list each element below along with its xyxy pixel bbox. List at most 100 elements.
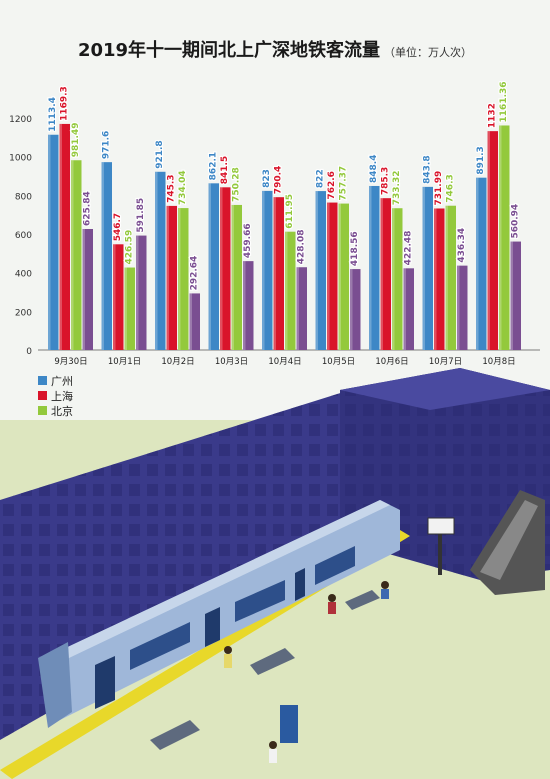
x-tick-label: 10月7日 xyxy=(429,357,462,367)
bar-上海-10月4日 xyxy=(273,197,284,350)
info-kiosk xyxy=(280,705,298,743)
bar-广州-10月4日 xyxy=(262,190,273,350)
bar-highlight xyxy=(499,125,502,350)
bar-highlight xyxy=(350,269,353,350)
bar-highlight xyxy=(296,267,299,350)
x-tick-label: 9月30日 xyxy=(54,357,87,367)
data-label: 981.49 xyxy=(71,123,81,158)
bar-highlight xyxy=(59,123,62,350)
unit-label: （单位：万人次） xyxy=(384,46,473,59)
passenger xyxy=(328,594,336,602)
data-label: 418.56 xyxy=(350,231,360,266)
bar-highlight xyxy=(166,205,169,350)
legend-item: 北京 xyxy=(38,403,73,418)
bar-深圳-10月6日 xyxy=(403,268,414,350)
bar-highlight xyxy=(124,267,127,350)
data-label: 1113.4 xyxy=(48,97,58,132)
bar-深圳-9月30日 xyxy=(82,229,93,350)
data-label: 459.66 xyxy=(243,223,253,258)
passenger xyxy=(381,581,389,589)
data-label: 292.64 xyxy=(190,256,200,291)
bar-highlight xyxy=(457,265,460,350)
station-sign xyxy=(438,530,442,575)
legend-swatch xyxy=(38,391,47,400)
bar-上海-9月30日 xyxy=(59,123,70,350)
data-label: 731.99 xyxy=(434,171,444,206)
bar-上海-10月7日 xyxy=(434,208,445,350)
bar-北京-10月6日 xyxy=(392,208,403,350)
legend-swatch xyxy=(38,376,47,385)
data-label: 560.94 xyxy=(511,204,521,239)
bar-上海-10月3日 xyxy=(220,187,231,350)
bar-highlight xyxy=(262,190,265,350)
bar-上海-10月1日 xyxy=(113,244,124,350)
bar-highlight xyxy=(476,177,479,350)
data-label: 422.48 xyxy=(404,231,414,266)
legend-label: 上海 xyxy=(51,389,73,403)
bar-highlight xyxy=(231,204,234,350)
bar-北京-10月3日 xyxy=(231,204,242,350)
x-tick-label: 10月3日 xyxy=(215,357,248,367)
bar-highlight xyxy=(178,208,181,350)
bar-highlight xyxy=(487,131,490,350)
data-label: 734.04 xyxy=(178,170,188,205)
bar-深圳-10月4日 xyxy=(296,267,307,350)
bar-广州-10月2日 xyxy=(155,171,166,350)
data-label: 822 xyxy=(316,169,326,188)
data-label: 625.84 xyxy=(83,191,93,226)
data-label: 971.6 xyxy=(102,131,112,159)
bar-highlight xyxy=(101,162,104,350)
bar-highlight xyxy=(434,208,437,350)
x-tick-label: 10月5日 xyxy=(322,357,355,367)
bar-highlight xyxy=(338,203,341,350)
bar-广州-10月1日 xyxy=(101,162,112,350)
legend-swatch xyxy=(38,406,47,415)
bar-highlight xyxy=(243,261,246,350)
bench xyxy=(345,590,380,610)
data-label: 733.32 xyxy=(392,170,402,205)
bar-广州-10月7日 xyxy=(422,186,433,350)
data-label: 921.8 xyxy=(155,140,165,168)
y-tick-label: 600 xyxy=(15,231,32,241)
chart-title: 2019年十一期间北上广深地铁客流量 xyxy=(77,40,381,61)
bar-highlight xyxy=(369,185,372,350)
bar-深圳-10月2日 xyxy=(189,293,200,350)
bar-深圳-10月1日 xyxy=(136,235,147,350)
bar-北京-10月7日 xyxy=(445,205,456,350)
legend-item: 上海 xyxy=(38,388,73,403)
passenger xyxy=(269,741,277,749)
y-tick-label: 1000 xyxy=(9,154,32,164)
bar-深圳-10月5日 xyxy=(350,269,361,350)
data-label: 426.59 xyxy=(125,230,135,265)
data-label: 848.4 xyxy=(369,155,379,183)
bar-highlight xyxy=(422,186,425,350)
bar-深圳-10月8日 xyxy=(510,241,521,350)
bar-highlight xyxy=(380,198,383,350)
y-tick-label: 800 xyxy=(15,192,32,202)
subway-station-illustration xyxy=(0,368,550,779)
bar-上海-10月2日 xyxy=(166,205,177,350)
bar-深圳-10月7日 xyxy=(457,265,468,350)
bar-广州-10月8日 xyxy=(476,177,487,350)
y-tick-label: 200 xyxy=(15,308,32,318)
bar-广州-9月30日 xyxy=(48,134,59,350)
bar-highlight xyxy=(82,229,85,350)
x-tick-label: 10月2日 xyxy=(161,357,194,367)
data-label: 785.3 xyxy=(381,167,391,195)
bar-highlight xyxy=(273,197,276,350)
bar-广州-10月3日 xyxy=(208,183,219,350)
data-label: 762.6 xyxy=(327,171,337,199)
data-label: 757.37 xyxy=(339,166,349,201)
data-label: 428.08 xyxy=(297,230,307,265)
bar-highlight xyxy=(113,244,116,350)
y-tick-label: 0 xyxy=(26,347,32,357)
data-label: 823 xyxy=(262,169,272,188)
bench xyxy=(250,648,295,675)
bar-广州-10月6日 xyxy=(369,185,380,350)
bar-highlight xyxy=(71,160,74,350)
bar-highlight xyxy=(155,171,158,350)
bar-highlight xyxy=(510,241,513,350)
bar-highlight xyxy=(392,208,395,350)
data-label: 843.8 xyxy=(423,155,433,183)
